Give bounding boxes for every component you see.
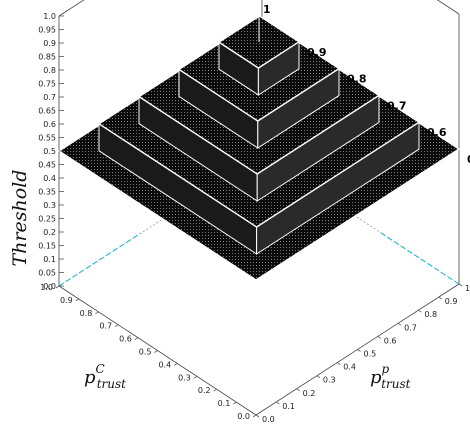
y-tick-mark-5 — [357, 349, 361, 352]
x-tick-mark-6 — [134, 337, 139, 340]
x-axis-title-sub: trust — [97, 377, 126, 391]
y-tick-mark-9 — [438, 296, 442, 300]
z-tick-label-14: 0.7 — [43, 93, 56, 102]
level-label-5: 1 — [263, 3, 271, 16]
z-tick-label-1: 0.05 — [38, 269, 56, 278]
z-tick-label-15: 0.75 — [38, 80, 56, 89]
y-tick-label-7: 0.7 — [404, 323, 417, 332]
y-tick-label-6: 0.6 — [384, 336, 397, 345]
z-tick-label-13: 0.65 — [38, 107, 56, 116]
guide-line-right — [379, 231, 460, 285]
level-label-3: 0.8 — [347, 73, 367, 86]
guide-line-left — [58, 233, 141, 287]
y-tick-mark-10 — [458, 283, 463, 287]
z-tick-label-18: 0.9 — [43, 39, 56, 48]
projection-guides — [58, 231, 460, 287]
y-tick-mark-3 — [316, 375, 321, 379]
level-label-2: 0.7 — [387, 99, 407, 112]
y-tick-label-0: 0.0 — [262, 415, 275, 424]
y-tick-label-3: 0.3 — [323, 376, 336, 385]
x-tick-mark-7 — [114, 324, 119, 328]
box-edge-top-right — [436, 0, 460, 15]
level-label-0: 0.5 — [467, 153, 470, 166]
y-tick-mark-6 — [377, 336, 382, 339]
z-tick-label-3: 0.15 — [38, 242, 56, 251]
y-tick-mark-7 — [397, 322, 402, 326]
y-tick-mark-2 — [296, 388, 300, 392]
x-tick-mark-3 — [193, 375, 198, 379]
z-tick-label-20: 1.0 — [43, 12, 56, 21]
y-tick-label-10: 1 — [465, 284, 470, 293]
z-tick-label-17: 0.85 — [38, 53, 56, 62]
y-tick-mark-4 — [336, 362, 341, 365]
x-tick-mark-0 — [252, 414, 257, 418]
z-tick-label-9: 0.45 — [38, 161, 56, 170]
x-axis-title: pC trust — [84, 362, 126, 391]
y-axis-title-sub: trust — [381, 377, 410, 391]
x-tick-label-2: 0.2 — [198, 386, 211, 395]
x-tick-mark-2 — [213, 388, 217, 392]
y-tick-label-4: 0.4 — [343, 363, 356, 372]
x-tick-label-5: 0.5 — [139, 348, 152, 357]
y-tick-label-8: 0.8 — [424, 310, 437, 319]
z-tick-label-7: 0.35 — [38, 188, 56, 197]
x-axis-title-base: p — [84, 367, 96, 388]
x-tick-label-4: 0.4 — [158, 360, 171, 369]
z-tick-label-11: 0.55 — [38, 134, 56, 143]
x-tick-label-8: 0.8 — [80, 309, 93, 318]
z-tick-label-0: 0.0 — [43, 282, 56, 291]
y-tick-label-2: 0.2 — [303, 389, 316, 398]
z-tick-label-10: 0.5 — [43, 147, 56, 156]
z-tick-label-19: 0.95 — [38, 26, 56, 35]
x-tick-mark-1 — [233, 401, 237, 405]
x-tick-mark-9 — [75, 298, 79, 302]
x-tick-mark-10 — [55, 285, 60, 289]
axis-ticks: 0.0 0.05 0.1 0.15 0.2 0.25 0.3 0.35 0.4 0.45 0.5 0.… — [38, 12, 470, 424]
box-edge-top-left — [58, 0, 85, 17]
x-tick-label-9: 0.9 — [60, 296, 73, 305]
y-axis-title-sup: p — [382, 362, 390, 376]
y-tick-label-5: 0.5 — [364, 350, 377, 359]
y-tick-mark-0 — [255, 414, 260, 418]
x-tick-label-3: 0.3 — [178, 373, 191, 382]
y-tick-mark-8 — [418, 309, 422, 313]
z-tick-label-2: 0.1 — [43, 255, 56, 264]
x-tick-mark-8 — [95, 311, 99, 315]
z-tick-label-16: 0.8 — [43, 66, 56, 75]
z-tick-label-5: 0.25 — [38, 215, 56, 224]
level-labels: 0.5 0.6 0.7 0.8 0.9 1 — [263, 3, 470, 166]
x-tick-mark-4 — [173, 363, 178, 366]
z-tick-label-8: 0.4 — [43, 174, 56, 183]
x-tick-label-7: 0.7 — [99, 322, 112, 331]
x-axis-title-sup: C — [96, 362, 105, 376]
y-axis-title: pp trust — [370, 362, 411, 391]
level-label-1: 0.6 — [427, 126, 447, 139]
x-tick-label-6: 0.6 — [119, 335, 132, 344]
level-label-4: 0.9 — [307, 46, 327, 59]
x-tick-label-0: 0.0 — [237, 412, 250, 421]
surface — [57, 15, 461, 281]
z-axis-title: Threshold — [9, 170, 31, 267]
y-tick-mark-1 — [276, 401, 280, 405]
z-tick-label-6: 0.3 — [43, 201, 56, 210]
z-tick-label-12: 0.6 — [43, 120, 56, 129]
z-tick-label-4: 0.2 — [43, 228, 56, 237]
y-tick-label-1: 0.1 — [282, 402, 295, 411]
x-tick-label-1: 0.1 — [218, 399, 231, 408]
x-tick-mark-5 — [154, 350, 158, 353]
y-axis-title-base: p — [370, 367, 382, 388]
x-tick-label-10: 1.0 — [40, 283, 53, 292]
y-tick-label-9: 0.9 — [445, 297, 458, 306]
